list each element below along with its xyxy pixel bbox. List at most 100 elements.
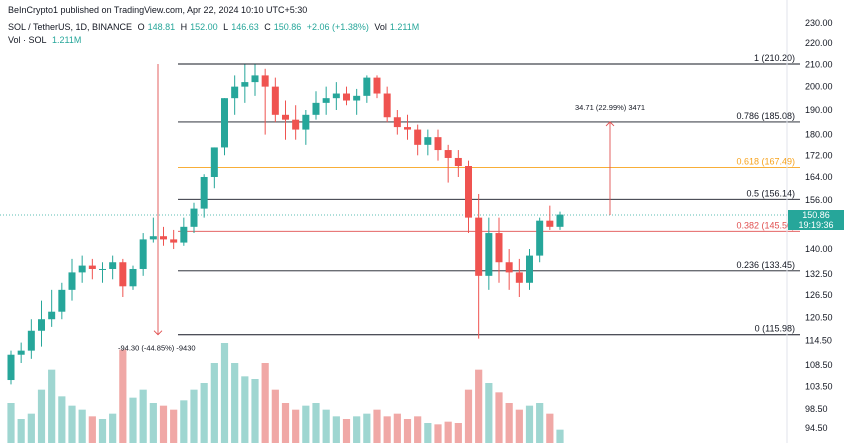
volume-bar [27,413,35,443]
volume-bar [251,379,259,443]
volume-bar [48,369,56,443]
price-axis-tick-label: 103.50 [805,382,833,392]
price-axis-tick-label: 132.50 [805,269,833,279]
volume-bar [200,383,208,443]
candle-body [261,75,269,87]
vol-value: 1.211M [389,22,420,32]
measure-down-label: -94.30 (-44.85%) -9430 [118,344,196,353]
price-axis-tick-label: 126.50 [805,290,833,300]
price-axis-tick-label: 180.00 [805,130,833,140]
volume-bars [7,343,564,443]
volume-study-value: 1.211M [52,35,82,45]
measure-up-arrowhead [605,121,615,127]
price-axis[interactable]: 230.00 220.00 210.00 200.00 190.00 180.00 172.… [786,0,833,443]
price-axis-tick-label: 120.50 [805,312,833,322]
volume-bar [342,419,351,443]
candle-body [373,77,381,94]
candle-body [180,226,188,243]
volume-bar [119,349,127,443]
candle-body [353,95,361,101]
volume-bar [444,421,452,443]
volume-bar [261,363,269,443]
candle-body [454,157,462,167]
symbol-label[interactable]: SOL / TetherUS, 1D, BINANCE [8,22,133,32]
price-axis-tick-label: 94.50 [805,423,828,433]
volume-bar [454,423,462,443]
candle-body [444,150,452,158]
price-axis-tick-label: 140.00 [805,244,833,254]
volume-bar [58,396,66,443]
fib-retracement[interactable]: 1 (210.20) 0.786 (185.08) 0.618 (167.49) 0.… [0,53,800,336]
candle-body [495,233,503,263]
candle-body [424,137,432,145]
volume-bar [546,413,554,443]
volume-bar [505,403,513,443]
volume-bar [383,416,391,443]
price-axis-tick-label: 164.00 [805,172,833,182]
candle-body [200,176,208,209]
volume-bar [414,416,422,443]
candle-body [48,311,56,320]
volume-bar [149,403,157,443]
candle-body [322,98,330,103]
vol-label: Vol [374,22,387,32]
open-label: O [137,22,145,32]
volume-bar [139,389,147,443]
candle-body [526,255,533,283]
volume-bar [109,413,117,443]
volume-bar [322,409,330,443]
price-axis-tick-label: 230.00 [805,18,833,28]
volume-bar [302,405,310,443]
candle-body [302,114,310,130]
volume-bar [159,405,168,443]
volume-bar [88,416,96,443]
volume-bar [17,419,25,443]
volume-bar [180,400,188,443]
volume-bar [495,392,503,443]
fib-level-label: 0 (115.98) [755,324,795,334]
fib-level-label: 1 (210.20) [754,53,795,63]
volume-study-label[interactable]: Vol · SOL [8,35,47,45]
volume-bar [464,389,473,443]
volume-bar [68,405,76,443]
fib-level-label: 0.236 (133.45) [736,260,795,270]
volume-bar [220,343,229,443]
measure-up-label: 34.71 (22.99%) 3471 [575,103,645,112]
fib-level-label: 0.618 (167.49) [736,156,795,166]
candle-body [332,93,340,99]
close-label: C [264,22,271,32]
candle-body [271,86,279,115]
close-value: 150.86 [273,22,302,32]
candle-body [7,354,15,381]
price-axis-tick-label: 98.50 [805,404,828,414]
volume-bar [393,413,401,443]
price-axis-tick-label: 156.00 [805,195,833,205]
volume-bar [281,403,290,443]
volume-bar [78,409,86,443]
price-axis-tick-label: 114.50 [805,336,832,346]
volume-bar [210,363,218,443]
candle-body [312,102,320,115]
volume-bar [353,416,361,443]
price-axis-tick-label: 210.00 [805,59,833,69]
volume-bar [363,413,371,443]
measure-down-arrowhead [153,330,163,336]
candle-body [485,233,493,276]
candle-body [99,268,106,270]
candle-body [465,166,472,218]
volume-bar [475,369,483,443]
price-axis-tick-label: 190.00 [805,105,833,115]
candle-body [109,262,117,269]
candle-body [17,350,25,355]
volume-bar [271,389,279,443]
candle-body [414,129,422,145]
candle-body [58,289,66,312]
current-price-tag: 150.86 19:19:36 [788,210,844,230]
candle-body [170,239,178,243]
candle-body [343,93,350,101]
volume-bar [515,409,523,443]
volume-bar [556,429,564,443]
candle-body [536,220,544,256]
legend-ohlc: SOL / TetherUS, 1D, BINANCE O 148.81 H 152… [8,22,422,32]
